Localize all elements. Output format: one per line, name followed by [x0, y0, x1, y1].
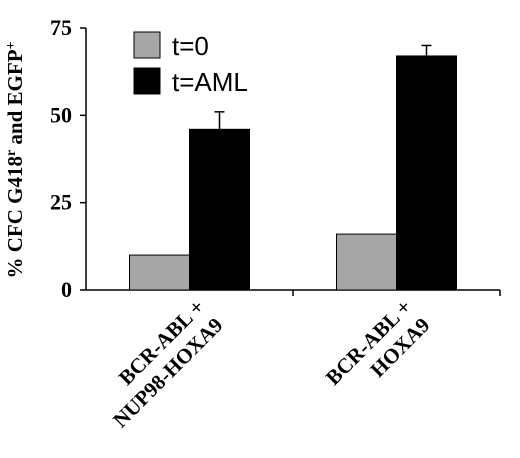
- legend-label: t=AML: [172, 67, 248, 97]
- y-axis-label-text: % CFC G418r and EGFP+: [3, 41, 27, 278]
- bars: [129, 44, 457, 291]
- bar: [336, 233, 397, 291]
- legend-swatch: [133, 31, 161, 59]
- legend-label: t=0: [172, 31, 209, 61]
- x-category-label: BCR-ABL +NUP98-HOXA9: [90, 295, 228, 433]
- y-tick-label: 25: [50, 190, 72, 215]
- bar: [396, 55, 457, 291]
- y-tick-label: 75: [50, 15, 72, 40]
- y-tick-label: 50: [50, 102, 72, 127]
- x-category-label: BCR-ABL +HOXA9: [321, 295, 435, 409]
- bar: [189, 128, 250, 291]
- legend: t=0 t=AML: [133, 31, 248, 97]
- y-axis-label: % CFC G418r and EGFP+: [3, 41, 27, 278]
- category-labels: BCR-ABL +NUP98-HOXA9 BCR-ABL +HOXA9: [90, 295, 435, 433]
- y-tick-label: 0: [61, 277, 72, 302]
- legend-swatch: [133, 67, 161, 95]
- bar: [129, 254, 190, 291]
- y-ticks: 0 25 50 75: [50, 15, 86, 302]
